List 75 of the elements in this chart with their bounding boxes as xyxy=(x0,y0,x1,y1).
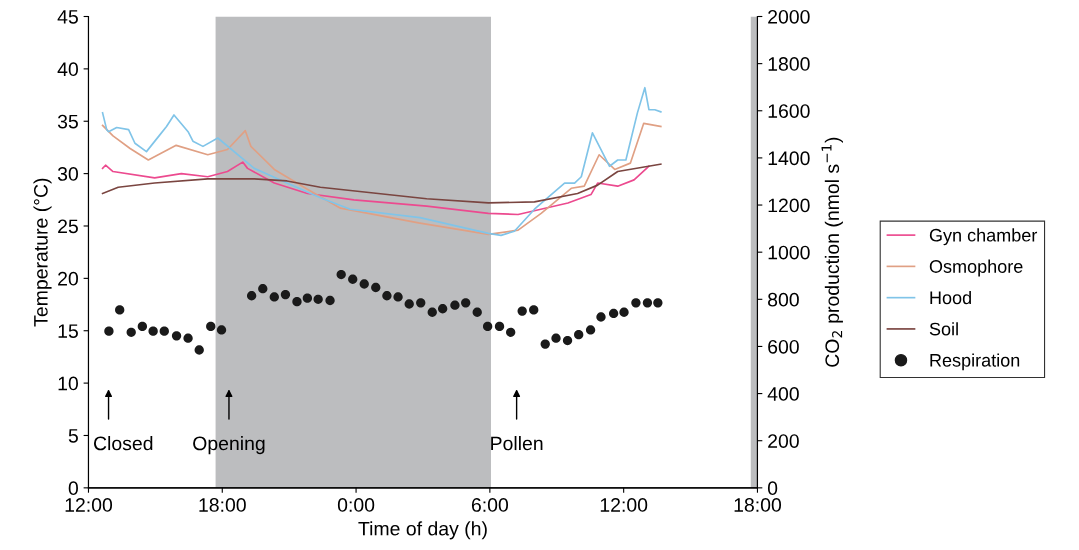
y2-tick-label: 0 xyxy=(767,481,778,496)
point xyxy=(438,304,448,314)
y-tick-label: 10 xyxy=(58,376,78,391)
point xyxy=(258,284,268,294)
point xyxy=(653,298,663,308)
point xyxy=(427,307,437,317)
point xyxy=(325,295,335,306)
point xyxy=(292,297,302,307)
point xyxy=(608,308,619,319)
annotation: Closed xyxy=(93,436,153,451)
y-tick-label: 0 xyxy=(68,481,78,496)
point xyxy=(596,312,606,322)
y-axis-title: Temperature (°C) xyxy=(33,178,52,327)
point xyxy=(313,294,323,304)
point xyxy=(461,298,471,308)
x-tick-label: 0:00 xyxy=(337,498,375,512)
y-tick-label: 45 xyxy=(57,10,78,24)
point xyxy=(551,333,561,343)
y2-tick-label: 1000 xyxy=(768,245,810,260)
point xyxy=(529,305,539,315)
point xyxy=(404,299,414,309)
point xyxy=(574,330,584,340)
point xyxy=(472,307,482,317)
y-tick-label: 35 xyxy=(57,114,78,129)
point xyxy=(506,327,516,337)
x-tick-label: 18:00 xyxy=(199,498,246,512)
x-axis-title: Time of day (h) xyxy=(358,521,487,540)
point xyxy=(359,279,369,289)
y-tick-label: 5 xyxy=(68,429,78,443)
point xyxy=(348,274,358,284)
y2-tick-label: 1200 xyxy=(768,198,810,213)
point xyxy=(302,293,313,303)
point xyxy=(450,300,460,310)
point xyxy=(280,289,291,300)
y2-tick-label: 1600 xyxy=(768,104,810,119)
legend-label: Gyn chamber xyxy=(929,228,1038,246)
y2-tick-label: 1400 xyxy=(768,151,810,166)
y2-tick-label: 200 xyxy=(768,434,799,448)
x-tick-label: 18:00 xyxy=(734,498,782,512)
point xyxy=(494,321,505,332)
annotation: Opening xyxy=(193,436,265,455)
point xyxy=(371,282,381,293)
point xyxy=(269,292,279,302)
y-tick-label: 25 xyxy=(58,219,78,234)
x-tick-label: 12:00 xyxy=(65,498,113,512)
point xyxy=(585,325,596,335)
point xyxy=(416,298,426,308)
point xyxy=(642,298,653,308)
y2-tick-label: 800 xyxy=(768,292,799,307)
y2-tick-label: 600 xyxy=(768,339,799,354)
point xyxy=(562,335,573,346)
point xyxy=(517,306,527,316)
point xyxy=(540,339,550,349)
y2-axis-title: CO$_{2}$ production (nmol s$^{−1}$) xyxy=(821,137,843,367)
point xyxy=(482,321,493,332)
legend-label: Hood xyxy=(930,290,971,305)
legend-label: Osmophore xyxy=(929,259,1023,277)
y2-tick-label: 2000 xyxy=(768,9,810,24)
point xyxy=(619,307,629,317)
point xyxy=(631,298,641,308)
point xyxy=(246,291,257,301)
point xyxy=(393,292,403,302)
x-tick-label: 12:00 xyxy=(600,498,648,512)
point xyxy=(336,269,346,280)
y-tick-label: 20 xyxy=(58,271,78,286)
legend-label: Respiration xyxy=(930,353,1020,371)
annotation: Pollen xyxy=(491,436,543,451)
y2-tick-label: 400 xyxy=(767,387,799,401)
point xyxy=(382,291,392,301)
x-tick-label: 6:00 xyxy=(471,498,509,512)
legend-label: Soil xyxy=(929,322,958,336)
y-tick-label: 30 xyxy=(57,167,78,181)
y-tick-label: 15 xyxy=(58,324,78,338)
y2-tick-label: 1800 xyxy=(768,57,810,71)
y-tick-label: 40 xyxy=(57,62,78,77)
